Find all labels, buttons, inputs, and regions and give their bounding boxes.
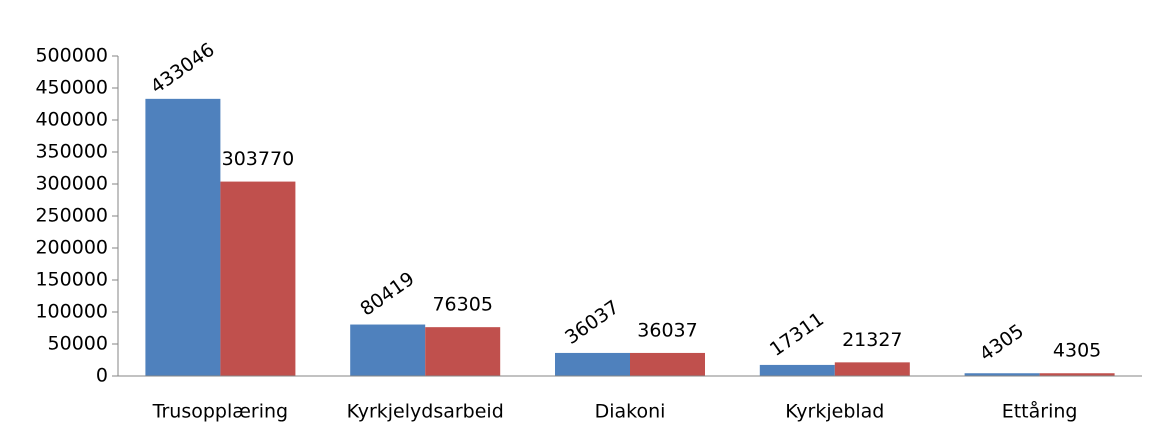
x-tick-label: Kyrkjelydsarbeid [347,401,504,423]
data-label: 17311 [766,308,828,361]
bar [145,98,221,377]
y-tick-label: 500000 [35,45,108,67]
data-label: 21327 [842,329,902,351]
data-label: 433046 [147,39,219,99]
bar [964,373,1040,376]
bar [555,352,630,376]
bar [759,364,835,376]
bar [425,327,501,376]
x-tick-label: Diakoni [595,401,666,423]
y-tick-label: 250000 [35,205,108,227]
x-tick-label: Ettåring [1002,400,1078,423]
data-label: 4305 [1053,340,1101,362]
x-tick-label: Trusopplæring [152,401,288,423]
bar [834,362,910,376]
data-label: 76305 [432,294,492,316]
y-tick-label: 350000 [35,141,108,163]
data-label: 80419 [356,268,418,321]
x-tick-label: Kyrkjeblad [785,401,884,423]
y-tick-label: 150000 [35,269,108,291]
bar [220,181,296,376]
y-tick-label: 300000 [35,173,108,195]
y-tick-label: 0 [96,365,108,387]
y-tick-label: 400000 [35,109,108,131]
y-tick-label: 450000 [35,77,108,99]
data-label: 36037 [637,319,697,341]
data-label: 303770 [222,148,295,170]
y-tick-label: 200000 [35,237,108,259]
data-label: 36037 [561,296,623,349]
bar [630,352,705,376]
data-label: 4305 [976,320,1028,366]
y-tick-label: 100000 [35,301,108,323]
y-tick-label: 50000 [48,333,108,355]
bar [1039,373,1115,376]
bar [350,324,426,376]
